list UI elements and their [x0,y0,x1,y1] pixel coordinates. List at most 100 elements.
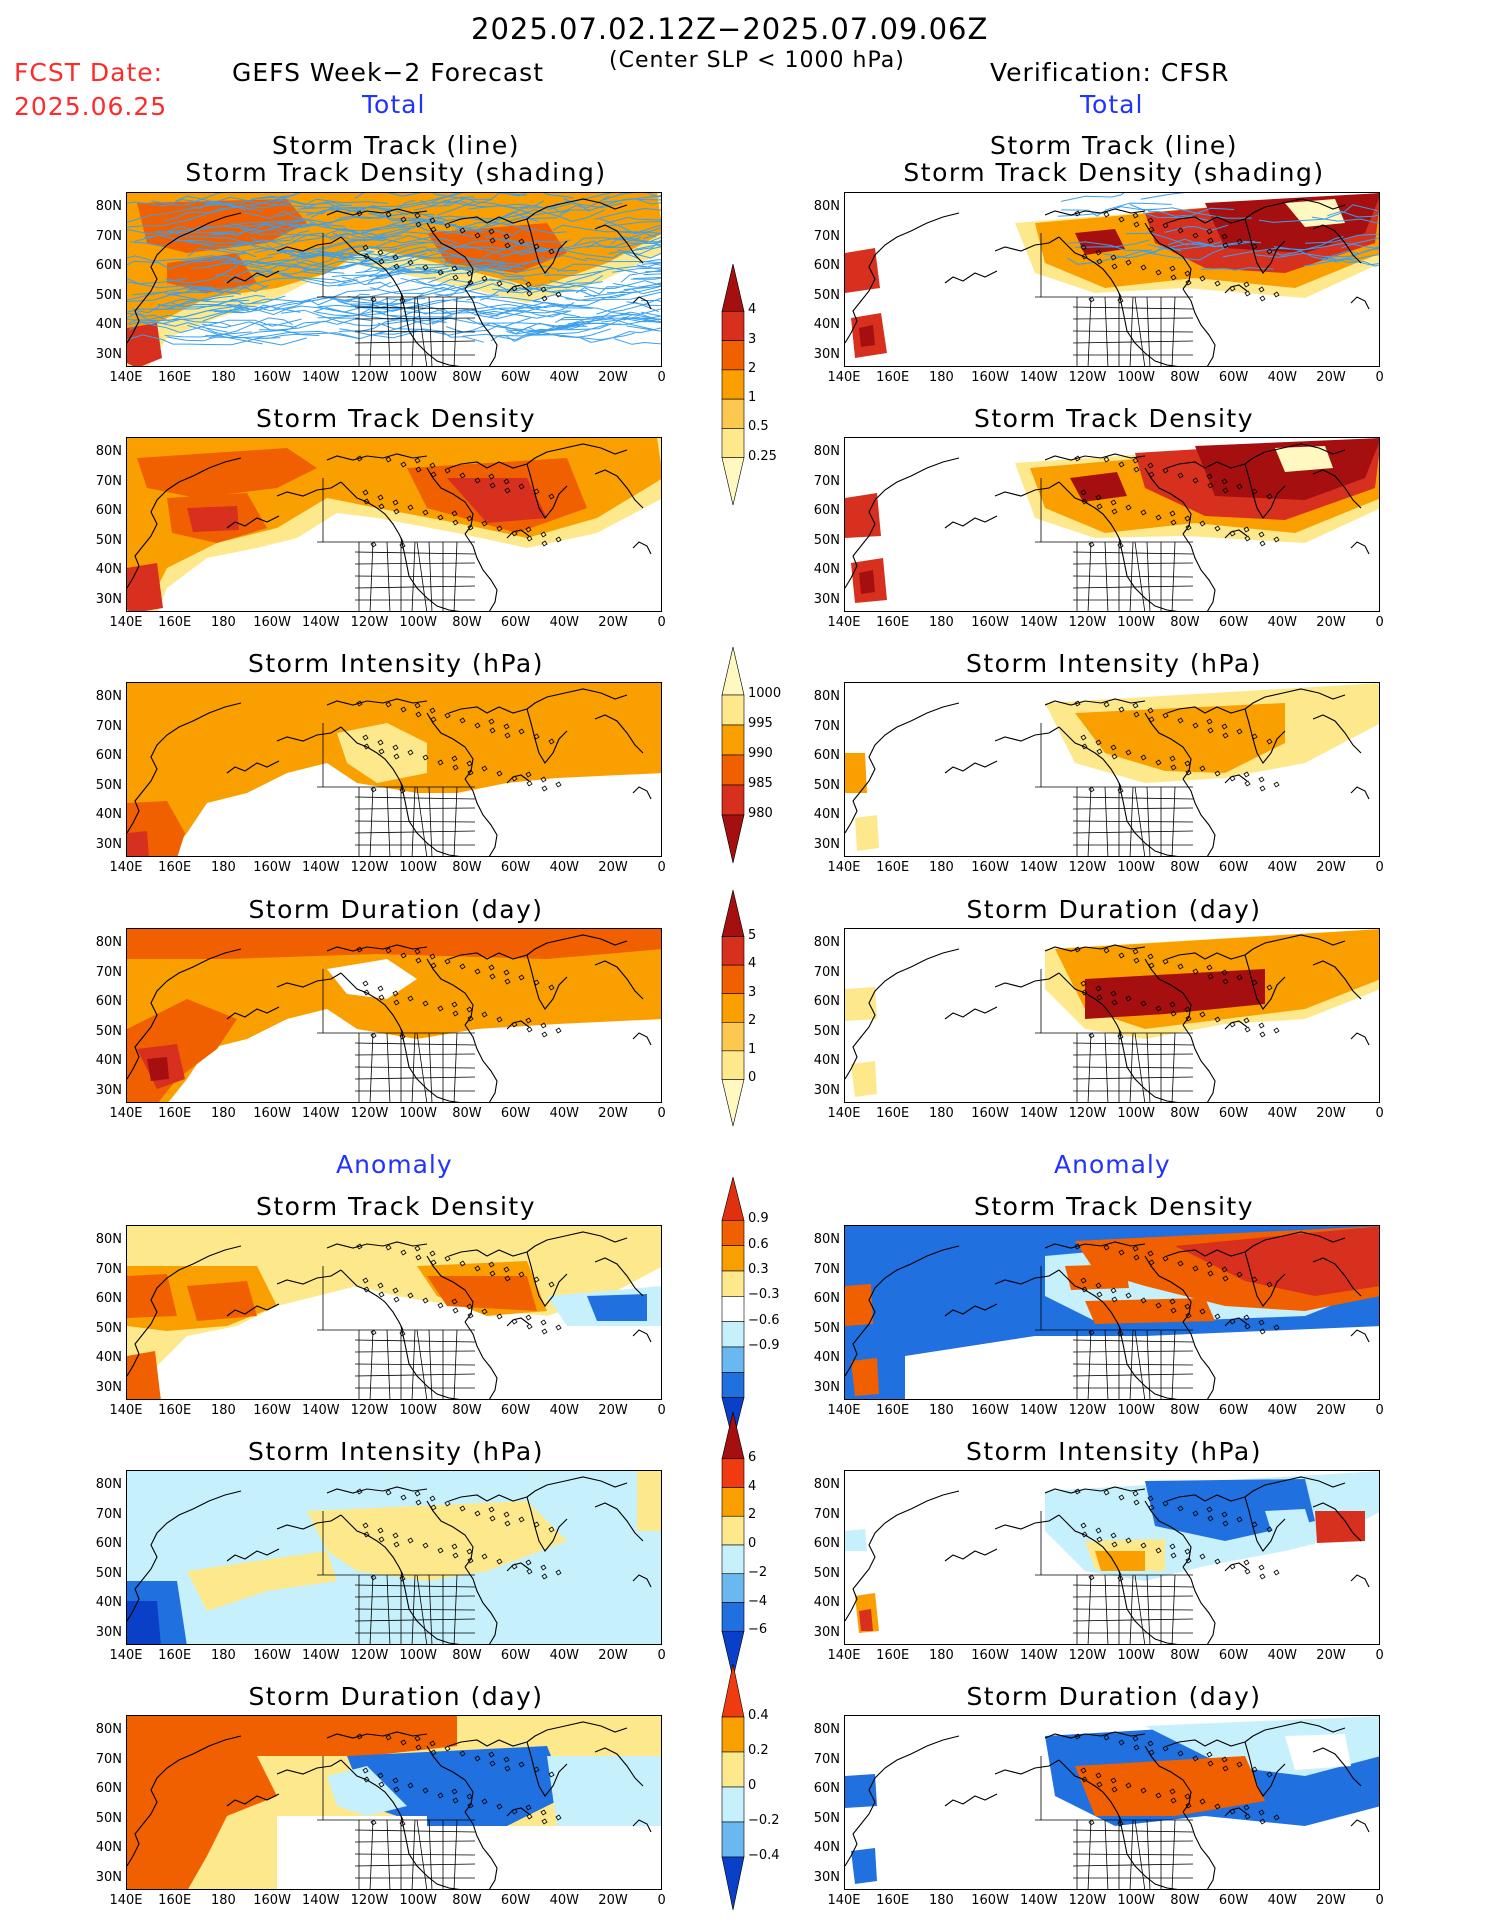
lon-tick-label: 100W [399,615,438,630]
lon-tick-label: 100W [399,1106,438,1121]
colorbar-tick-label: 985 [748,776,773,791]
lon-tick-label: 140W [1019,1648,1058,1663]
lon-tick-label: 160W [971,1893,1009,1908]
colorbar-tick-label: 2 [748,360,757,376]
lon-tick-label: 140E [827,1403,861,1418]
lon-tick-label: 40W [1267,1648,1297,1663]
lon-tick-label: 20W [598,860,628,875]
lat-tick-label: 40N [813,1840,840,1855]
lon-tick-label: 140E [827,860,861,875]
lon-tick-label: 60W [500,1893,531,1908]
field-region [1265,1509,1315,1543]
field-region [327,1766,407,1816]
lat-tick-label: 70N [813,1751,840,1767]
lon-tick-label: 20W [598,1106,628,1121]
lat-tick-label: 50N [813,287,840,303]
field-region [277,1816,427,1889]
lon-tick-label: 160W [971,860,1009,875]
lat-tick-label: 70N [813,964,840,980]
lon-tick-label: 160W [971,1403,1009,1418]
lon-tick-label: 120W [350,370,389,385]
lat-tick-label: 40N [813,317,840,332]
lon-tick-label: 0 [657,615,666,630]
state-borders [1035,478,1194,611]
lat-tick-label: 70N [95,473,122,489]
lon-tick-label: 20W [1316,1403,1346,1418]
lat-tick-label: 40N [813,1350,840,1365]
field-region [187,506,239,532]
lon-tick-label: 180 [210,860,236,875]
map-verif-intensity [844,682,1380,857]
lat-tick-label: 80N [95,1477,122,1492]
field-region [1275,446,1333,472]
colorbar-tick-label: −0.4 [748,1848,780,1863]
coastline [127,1231,652,1399]
lon-tick-label: 140E [109,370,143,385]
lon-tick-label: 20W [598,1648,628,1663]
colorbar-tick-label: 1000 [748,686,782,701]
lon-tick-label: 60W [500,1403,531,1418]
lat-tick-label: 50N [95,777,122,793]
lat-tick-label: 50N [95,1320,122,1336]
coastline [845,1476,1370,1644]
lon-tick-label: 0 [1375,615,1384,630]
colorbar-tick-label: 0 [748,1070,757,1086]
colorbar-tick-label: 0 [748,1536,757,1551]
lon-tick-label: 160W [971,1648,1009,1663]
lat-tick-label: 60N [813,748,840,763]
lon-tick-label: 60W [1218,1106,1249,1121]
colorbar-tick-label: 5 [748,927,757,943]
lat-tick-label: 80N [813,935,840,950]
lon-tick-label: 140W [1019,615,1058,630]
lon-tick-label: 120W [1068,1403,1107,1418]
lat-tick-label: 50N [95,1810,122,1826]
field-region [1315,1511,1365,1543]
lon-tick-label: 0 [657,370,666,385]
colorbar-tick-label: 2 [748,1013,757,1029]
lon-tick-label: 140E [827,615,861,630]
lon-tick-label: 120W [350,615,389,630]
field-region [137,448,317,498]
state-borders [1035,723,1194,856]
coastline [127,688,652,856]
lon-tick-label: 100W [399,370,438,385]
lon-tick-label: 80W [452,1893,482,1908]
lon-tick-label: 100W [1117,1893,1156,1908]
field-region [855,815,879,851]
lon-tick-label: 180 [928,1403,954,1418]
lat-tick-label: 30N [95,1082,122,1098]
field-region [851,1061,877,1097]
field-region [845,248,880,293]
lon-tick-label: 20W [598,370,628,385]
colorbar-tick-label: 1 [748,390,757,406]
colorbar-tick-label: −6 [748,1622,768,1638]
lat-tick-label: 30N [813,836,840,852]
lat-tick-label: 30N [95,1379,122,1395]
lon-tick-label: 60W [1218,860,1249,875]
lon-tick-label: 80W [452,860,482,875]
lon-tick-label: 60W [500,370,531,385]
fcst-date-value: 2025.06.25 [14,92,168,121]
lon-tick-label: 40W [549,1403,579,1418]
state-borders [317,1266,476,1399]
lon-tick-label: 140W [1019,1106,1058,1121]
lon-tick-label: 160E [876,1106,910,1121]
lon-tick-label: 180 [928,1106,954,1121]
lat-tick-label: 80N [813,444,840,459]
map-forecast-track [126,192,662,367]
lon-tick-label: 20W [1316,370,1346,385]
lat-tick-label: 30N [813,591,840,607]
field-region [127,929,661,1102]
panel-title-intensity-right: Storm Intensity (hPa) [966,649,1262,678]
lat-tick-label: 80N [95,444,122,459]
lon-tick-label: 140W [1019,1403,1058,1418]
lon-tick-label: 160E [876,1648,910,1663]
lat-tick-label: 40N [813,562,840,577]
field-region [427,1826,661,1889]
lon-tick-label: 120W [350,1648,389,1663]
state-borders [1035,1266,1194,1399]
lon-tick-label: 0 [1375,1648,1384,1663]
lon-tick-label: 140W [301,370,340,385]
field-region [859,1609,873,1631]
colorbar-tick-label: 2 [748,1507,757,1523]
